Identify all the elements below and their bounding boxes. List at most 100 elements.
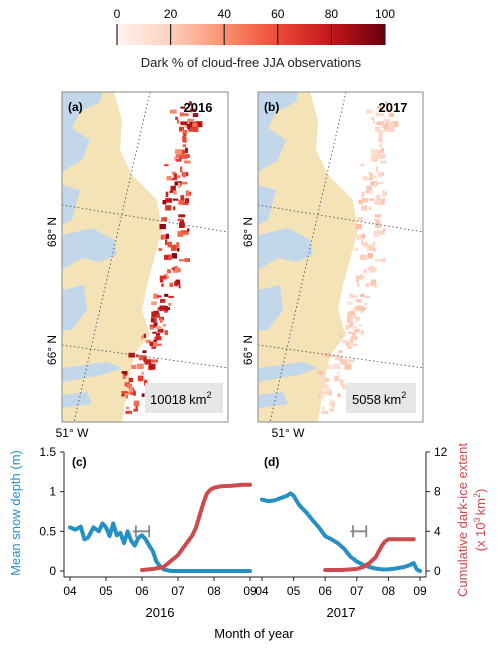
graticule-line xyxy=(62,204,228,233)
area-unit: km xyxy=(189,392,206,407)
dark-ice-pixel xyxy=(122,374,127,380)
dark-ice-pixel xyxy=(168,295,174,299)
dark-ice-pixel xyxy=(172,198,179,201)
y-tick-label-left: 0.5 xyxy=(39,524,56,538)
dark-ice-pixel xyxy=(388,113,395,118)
dark-ice-pixel xyxy=(177,182,181,188)
dark-ice-pixel xyxy=(141,371,144,375)
dark-ice-pixel xyxy=(192,122,198,127)
dark-ice-pixel xyxy=(353,343,358,346)
y-tick-label-right: 4 xyxy=(434,524,441,538)
water-region xyxy=(258,185,276,225)
colorbar-tick-label: 0 xyxy=(114,7,121,21)
dark-ice-pixel xyxy=(193,126,199,132)
dark-ice-pixel xyxy=(389,126,395,132)
dark-ice-extent-line xyxy=(323,537,416,572)
y-axis-label-left: Mean snow depth (m) xyxy=(8,450,23,576)
dark-ice-pixel xyxy=(180,121,188,126)
x-tick-label: 06 xyxy=(319,584,333,598)
dark-ice-pixel xyxy=(347,301,353,305)
dark-ice-pixel xyxy=(162,200,167,205)
dark-ice-pixel xyxy=(159,224,166,230)
dark-ice-pixel xyxy=(324,352,331,358)
dark-ice-pixel xyxy=(151,345,156,349)
lat-label-66: 66° N xyxy=(45,335,59,365)
dark-ice-pixel xyxy=(188,191,192,196)
dark-ice-pixel xyxy=(179,127,182,132)
map-frame xyxy=(257,91,424,423)
dark-ice-pixel xyxy=(339,379,344,386)
map-year-2016: 2016 xyxy=(184,100,213,115)
dark-ice-pixel xyxy=(189,121,195,128)
dark-ice-pixel xyxy=(182,144,187,148)
dark-ice-pixel xyxy=(351,326,358,330)
dark-ice-pixel xyxy=(149,341,154,346)
x-tick-label: 04 xyxy=(63,584,77,598)
dark-ice-pixel xyxy=(373,119,376,124)
chart-2016: 04 05 06 07 08 09 2016 0 0.5 1 1.5 (c) xyxy=(39,445,257,620)
x-tick-label: 07 xyxy=(171,584,185,598)
y-tick-label-left: 0 xyxy=(49,564,56,578)
dark-ice-pixel xyxy=(344,363,352,370)
dark-ice-pixel xyxy=(371,175,377,179)
dark-ice-pixel xyxy=(171,253,177,259)
dark-ice-extent-line xyxy=(140,482,252,572)
dark-ice-pixel xyxy=(364,303,368,306)
dark-ice-pixel xyxy=(321,394,325,399)
dark-ice-pixel xyxy=(178,149,186,155)
dark-ice-pixel xyxy=(187,124,190,130)
dark-ice-pixel xyxy=(361,205,368,211)
dark-ice-pixel xyxy=(169,190,176,193)
dark-ice-pixel xyxy=(366,109,373,114)
dark-ice-pixel xyxy=(157,295,162,298)
dark-ice-pixel xyxy=(349,322,354,328)
dark-ice-pixel xyxy=(151,359,158,363)
dark-ice-pixel xyxy=(179,155,182,161)
dark-ice-pixel xyxy=(349,293,354,299)
dark-ice-pixel xyxy=(178,214,186,218)
dark-ice-pixel xyxy=(376,106,382,109)
dark-ice-pixel xyxy=(182,135,186,142)
dark-ice-pixel xyxy=(362,176,368,181)
dark-ice-pixel xyxy=(138,355,146,361)
dark-ice-pixel xyxy=(180,106,186,109)
dark-ice-pixel xyxy=(329,400,335,407)
water-region xyxy=(62,228,117,270)
dark-ice-pixel xyxy=(184,113,189,117)
dark-ice-pixel xyxy=(123,372,128,376)
dark-ice-pixel xyxy=(143,379,148,386)
dark-ice-pixel xyxy=(360,309,364,313)
dark-ice-pixel xyxy=(324,387,329,393)
dark-ice-pixel xyxy=(372,242,376,247)
panel-label-b: (b) xyxy=(264,100,279,114)
water-region xyxy=(62,392,92,408)
dark-ice-pixel xyxy=(128,387,133,393)
x-tick-label: 09 xyxy=(243,584,257,598)
dark-ice-pixel xyxy=(182,171,187,178)
map-panel-2016: (a) 2016 10018 km2 68° N 66° N 51° W xyxy=(45,91,229,440)
dark-ice-pixel xyxy=(375,112,381,117)
dark-ice-pixel xyxy=(190,108,197,111)
dark-ice-pixel xyxy=(326,392,331,395)
snow-depth-line xyxy=(260,491,422,573)
dark-ice-pixel xyxy=(185,190,190,197)
dark-ice-pixel xyxy=(385,121,391,128)
dark-ice-pixel xyxy=(385,101,389,106)
dark-ice-pixel xyxy=(169,282,174,288)
dark-ice-pixel xyxy=(178,199,183,205)
graticule-line xyxy=(73,92,151,422)
dark-ice-pixel xyxy=(157,329,163,333)
dark-ice-pixel xyxy=(184,198,190,203)
dark-ice-pixel xyxy=(159,275,167,280)
dark-ice-pixel xyxy=(179,112,185,117)
colorbar-tick-label: 60 xyxy=(271,7,285,21)
dark-ice-pixel xyxy=(135,354,139,358)
dark-ice-pixel xyxy=(145,339,151,344)
dark-ice-pixel xyxy=(157,343,162,346)
dark-ice-pixel xyxy=(160,299,166,303)
dark-ice-pixel xyxy=(180,195,185,202)
dark-ice-pixel xyxy=(128,352,135,358)
water-region xyxy=(258,228,313,270)
